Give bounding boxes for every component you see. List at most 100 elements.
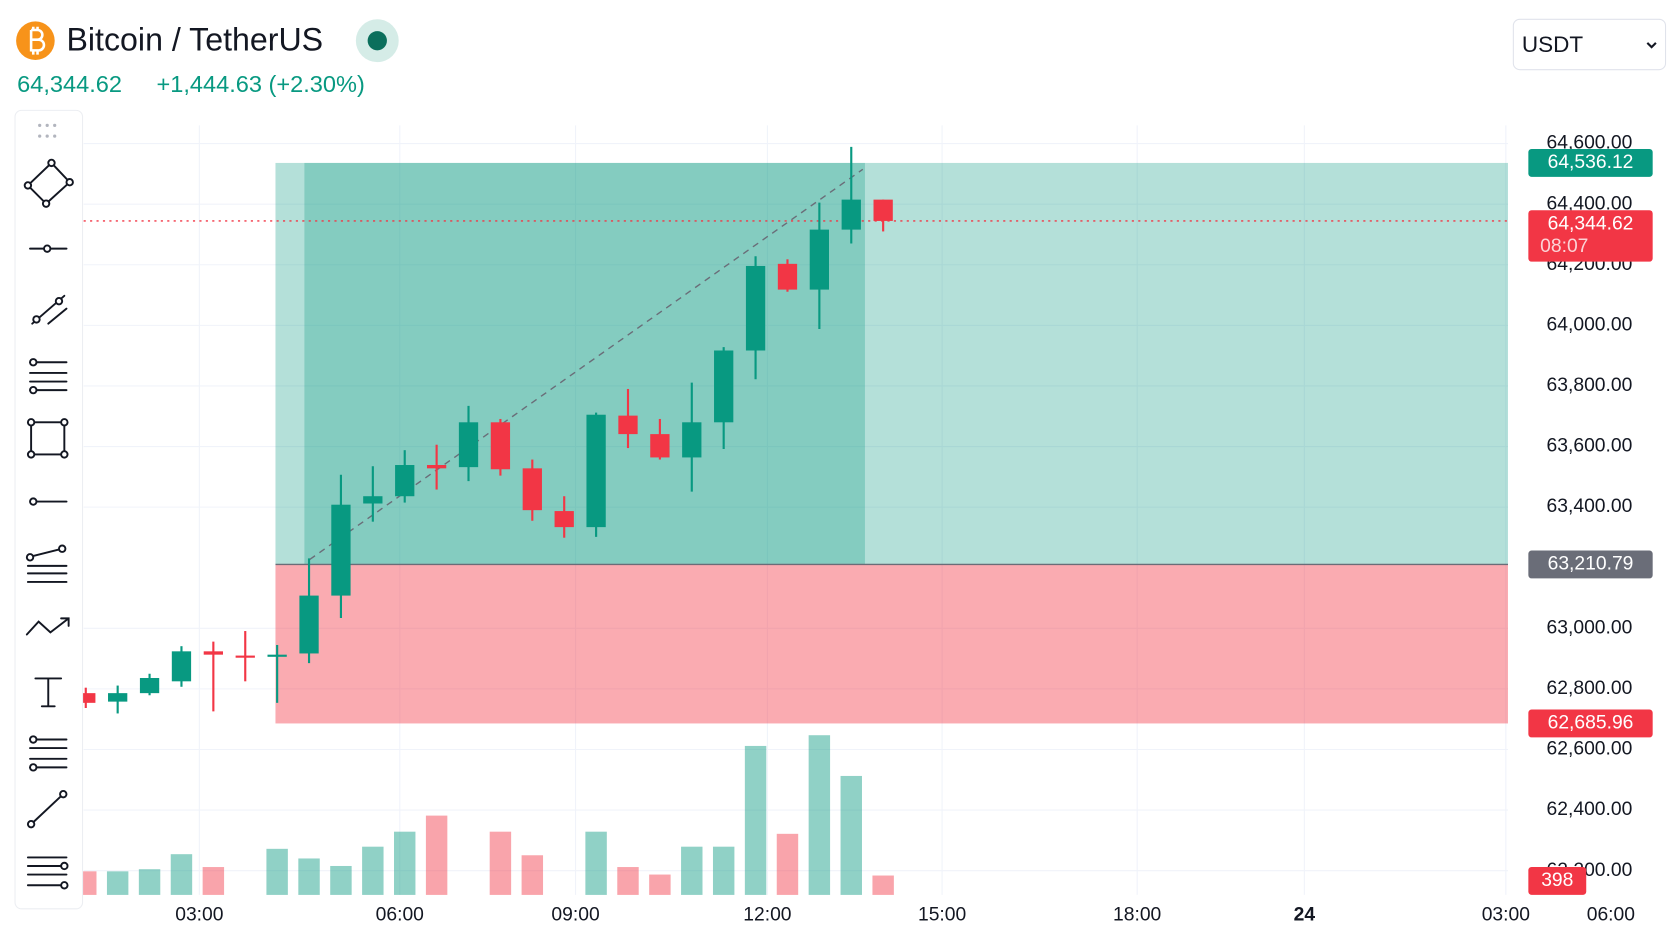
- tool-rotated-rect[interactable]: [23, 158, 74, 208]
- stop-price-tag-bg: [1528, 709, 1653, 738]
- volume-bar: [298, 858, 320, 895]
- currency-select-label[interactable]: USDT: [1522, 32, 1584, 57]
- candle-body: [873, 199, 893, 221]
- current-price-tag-bg: [1528, 210, 1653, 262]
- candle-body: [714, 350, 734, 423]
- y-tick-label: 64,400.00: [1547, 193, 1633, 214]
- x-tick-label: 03:00: [175, 904, 223, 925]
- candle-body: [171, 651, 192, 682]
- volume-bar: [170, 854, 193, 895]
- tool-path[interactable]: [25, 617, 70, 636]
- candle-body: [522, 468, 542, 511]
- volume-bar: [649, 874, 671, 895]
- y-tick-label: 63,400.00: [1547, 496, 1633, 517]
- candle-body: [395, 465, 415, 497]
- volume-bar: [394, 831, 416, 895]
- volume-bar: [776, 833, 799, 895]
- plot-area: [75, 125, 1508, 895]
- entry-price-tag-bg: [1528, 550, 1653, 579]
- candle-body: [76, 693, 96, 703]
- tool-text[interactable]: [34, 677, 63, 708]
- volume-tag-bg: [1528, 866, 1587, 895]
- volume-bar: [712, 846, 735, 895]
- volume-bar: [872, 875, 894, 895]
- tool-short-position[interactable]: [29, 358, 68, 395]
- tool-fib[interactable]: [25, 544, 68, 583]
- toolbar-panel: [14, 109, 84, 910]
- candle-body: [458, 422, 479, 468]
- tool-trend-line[interactable]: [31, 294, 68, 325]
- loss-zone: [275, 564, 1508, 724]
- volume-bar: [617, 867, 639, 895]
- y-tick-label: 62,800.00: [1547, 678, 1633, 699]
- candle-body: [299, 595, 319, 654]
- tool-parallel-lines[interactable]: [26, 856, 69, 890]
- target-price-tag-bg: [1528, 148, 1653, 177]
- candle-body: [586, 414, 606, 528]
- y-tick-label: 64,000.00: [1547, 314, 1633, 335]
- x-tick-label: 06:00: [1587, 904, 1635, 925]
- volume-bar: [840, 775, 862, 895]
- entry-price-tag: 63,210.79: [1548, 554, 1634, 575]
- tool-line[interactable]: [26, 789, 68, 829]
- x-tick-label: 03:00: [1482, 904, 1530, 925]
- volume-bar: [202, 867, 225, 895]
- countdown: 08:07: [1540, 236, 1588, 257]
- x-tick-label: 06:00: [376, 904, 424, 925]
- candle-body: [554, 511, 574, 528]
- volume-bar: [521, 855, 544, 895]
- tool-ray[interactable]: [29, 497, 68, 506]
- symbol-title: Bitcoin / TetherUS: [66, 21, 323, 57]
- y-tick-label: 63,600.00: [1547, 436, 1633, 457]
- x-tick-label: 09:00: [551, 904, 599, 925]
- volume-bar: [681, 846, 703, 895]
- x-tick-label: 12:00: [743, 904, 791, 925]
- volume-bar: [744, 745, 767, 895]
- current-price-tag: 64,344.62: [1548, 213, 1634, 234]
- candle-body: [841, 199, 861, 230]
- toolbar-grip: [38, 123, 57, 138]
- tool-long-position[interactable]: [29, 735, 68, 772]
- profit-zone: [275, 162, 1508, 565]
- x-tick-label: 15:00: [918, 904, 966, 925]
- candle-body: [363, 496, 383, 504]
- target-price-tag: 64,536.12: [1548, 152, 1634, 173]
- candle-body: [618, 415, 638, 435]
- candle-body: [235, 655, 255, 658]
- x-tick-label: 24: [1294, 904, 1316, 925]
- candle-body: [682, 422, 702, 458]
- x-tick-label: 18:00: [1113, 904, 1161, 925]
- currency-select[interactable]: [1512, 18, 1667, 71]
- candle-body: [267, 654, 287, 657]
- y-tick-label: 64,600.00: [1547, 133, 1633, 154]
- y-tick-label: 63,800.00: [1547, 375, 1633, 396]
- candle-body: [139, 677, 160, 694]
- select-chevron[interactable]: [1646, 42, 1657, 49]
- candle-body: [426, 465, 447, 469]
- last-price: 64,344.62: [17, 71, 122, 97]
- volume-bar: [330, 865, 352, 895]
- volume-bar: [489, 831, 512, 895]
- volume-bar: [362, 846, 384, 895]
- volume-bar: [266, 848, 288, 895]
- volume-bar: [138, 869, 161, 895]
- candle-body: [108, 693, 128, 702]
- volume-bar: [808, 735, 831, 895]
- y-tick-label: 63,000.00: [1547, 617, 1633, 638]
- price-change: +1,444.63 (+2.30%): [157, 71, 365, 97]
- candle-body: [331, 504, 351, 596]
- volume-bar: [106, 871, 129, 895]
- tool-rectangle[interactable]: [26, 418, 69, 459]
- volume-bar: [425, 815, 448, 895]
- candle-body: [650, 434, 670, 458]
- y-tick-label: 62,400.00: [1547, 799, 1633, 820]
- y-tick-label: 62,600.00: [1547, 739, 1633, 760]
- volume-bar: [585, 831, 607, 895]
- candle-body: [809, 229, 830, 290]
- status-dot: [367, 31, 387, 51]
- volume-tag: 398: [1541, 870, 1573, 891]
- candle-body: [777, 263, 798, 290]
- tool-horizontal-ray[interactable]: [29, 244, 68, 253]
